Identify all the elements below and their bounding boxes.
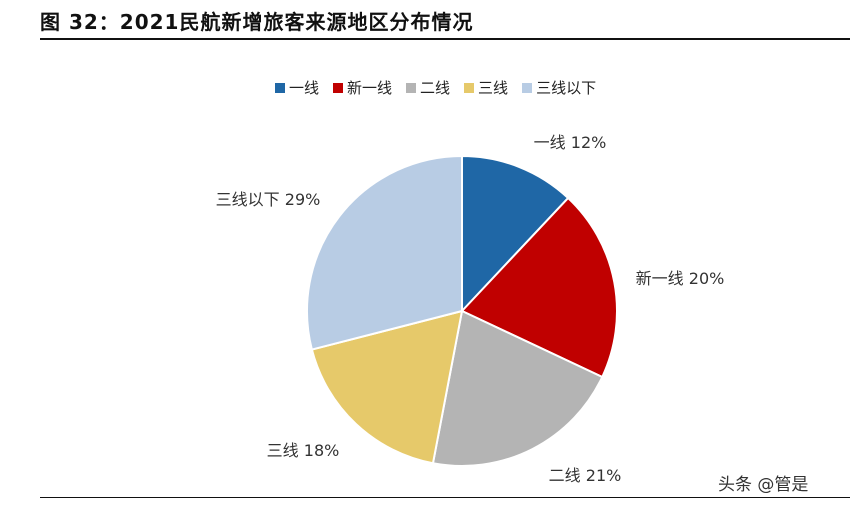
figure-title: 图 32：2021民航新增旅客来源地区分布情况 [40,10,474,34]
legend-swatch [522,82,533,93]
slice-data-label: 一线 12% [534,133,607,152]
pie-slice [306,154,463,351]
legend-swatch [406,82,417,93]
legend-label: 三线 [478,79,509,97]
legend-swatch [275,82,285,93]
slice-data-label: 二线 21% [549,466,622,485]
title-divider [40,38,850,40]
legend-label: 新一线 [347,79,393,97]
legend-swatch [333,82,344,93]
pie-slices [306,154,618,467]
bottom-divider [40,497,850,498]
pie-slice [460,196,618,379]
legend-item: 二线 [406,77,450,98]
slice-data-label: 新一线 20% [636,269,725,288]
chart-legend: 一线 新一线 二线 三线 三线以下 [275,77,596,98]
legend-label: 二线 [420,79,451,97]
legend-item: 一线 [275,77,319,98]
legend-swatch [464,82,475,93]
watermark: 头条 @管是 [718,475,809,495]
legend-item: 新一线 [333,77,392,98]
legend-item: 三线以下 [522,77,596,98]
slice-data-label: 三线 18% [267,441,340,460]
pie-slice [431,309,604,467]
legend-item: 三线 [464,77,508,98]
pie-slice [461,154,570,314]
pie-slice [310,309,464,465]
pie-labels: 一线 12% 新一线 20% 二线 21% 三线 18% 三线以下 29% [216,133,725,485]
slice-data-label: 三线以下 29% [216,190,321,209]
legend-label: 一线 [289,79,320,97]
legend-label: 三线以下 [536,79,597,97]
